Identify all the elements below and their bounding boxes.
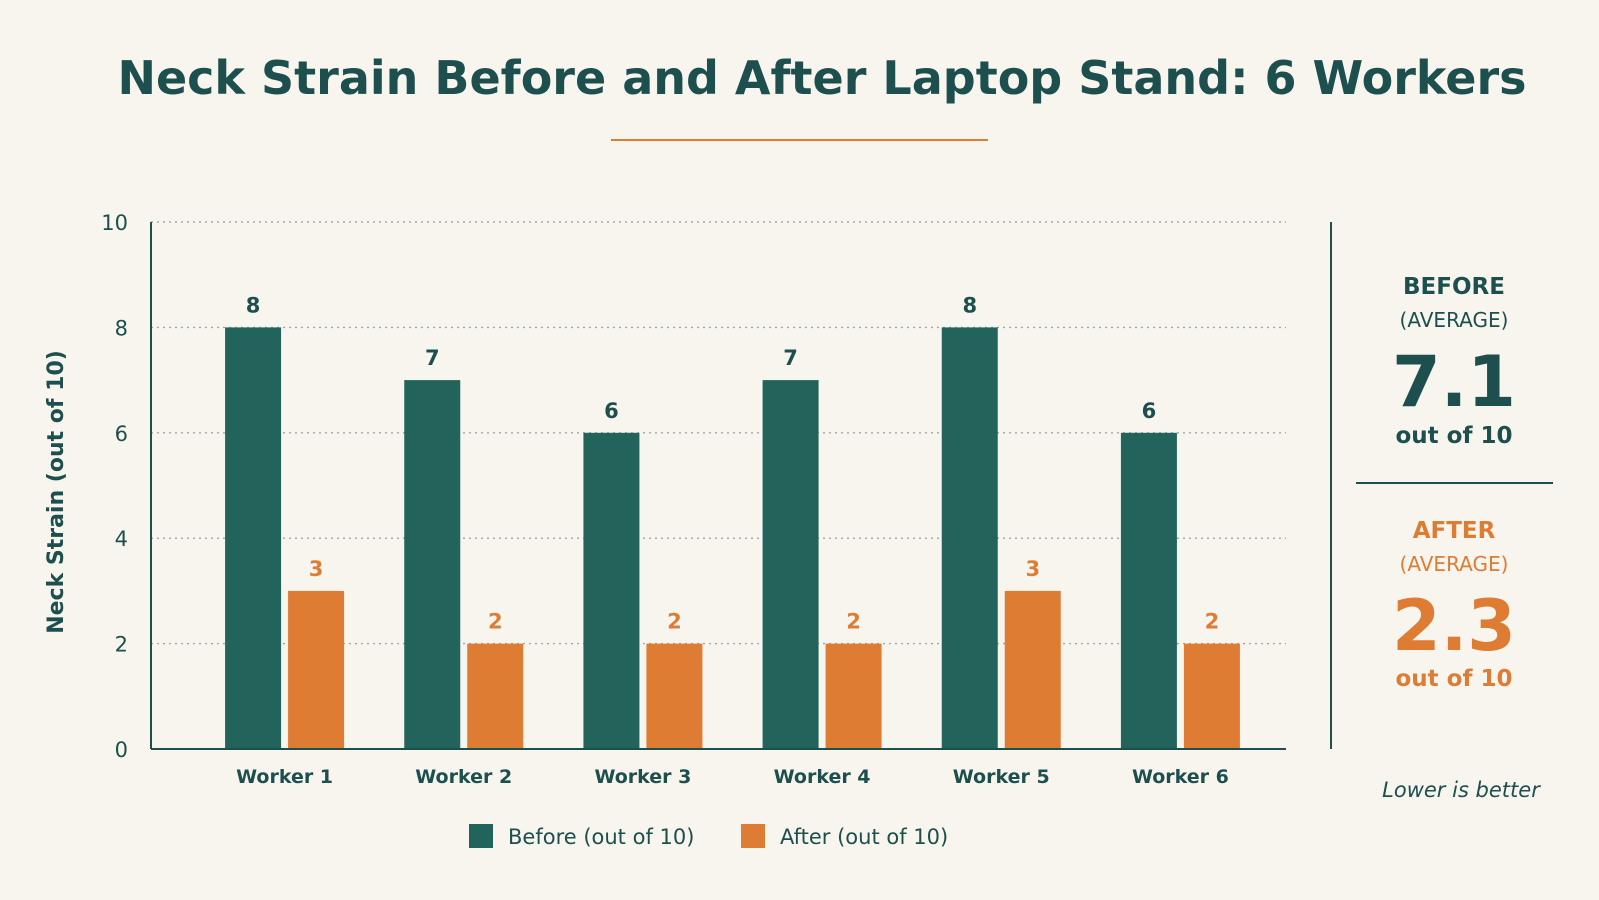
bar-value-before: 6 [604, 399, 619, 423]
x-tick-label: Worker 5 [953, 766, 1050, 788]
bar-after [825, 643, 882, 749]
x-tick-label: Worker 3 [594, 766, 691, 788]
bar-value-before: 8 [246, 293, 261, 317]
x-tick-label: Worker 2 [415, 766, 512, 788]
bar-before [941, 327, 998, 749]
x-tick-labels: Worker 1 Worker 2 Worker 3 Worker 4 Worker 5… [236, 766, 1229, 788]
summary-before: BEFORE (AVERAGE) 7.1 out of 10 [1392, 274, 1516, 449]
bar-before [583, 432, 640, 749]
x-tick-label: Worker 6 [1132, 766, 1229, 788]
x-tick-label: Worker 1 [236, 766, 333, 788]
summary-after: AFTER (AVERAGE) 2.3 out of 10 [1392, 518, 1516, 692]
y-tick-label: 4 [115, 527, 128, 551]
bar-value-after: 2 [846, 610, 861, 634]
y-tick-label: 2 [115, 633, 128, 657]
y-axis-label: Neck Strain (out of 10) [44, 350, 69, 634]
bar-value-before: 7 [783, 346, 798, 370]
chart-title: Neck Strain Before and After Laptop Stan… [117, 51, 1526, 105]
bar-value-after: 2 [488, 610, 503, 634]
bar-value-after: 2 [667, 610, 682, 634]
legend: Before (out of 10) After (out of 10) [469, 824, 948, 849]
summary-after-value: 2.3 [1392, 585, 1516, 667]
legend-swatch-before [469, 824, 493, 848]
y-tick-label: 6 [115, 422, 128, 446]
bar-after [1004, 590, 1061, 749]
bar-after [288, 590, 345, 749]
bar-value-after: 3 [309, 557, 324, 581]
y-tick-label: 10 [101, 211, 128, 235]
y-ticks: 0 2 4 6 8 10 [101, 211, 128, 762]
bar-before [404, 380, 461, 749]
bar-value-labels: 8 3 7 2 6 2 7 2 8 3 6 2 [246, 293, 1219, 633]
summary-before-sub: (AVERAGE) [1400, 308, 1509, 332]
x-tick-label: Worker 4 [774, 766, 871, 788]
summary-after-unit: out of 10 [1396, 666, 1513, 692]
summary-before-label: BEFORE [1403, 274, 1505, 300]
bar-value-after: 3 [1025, 557, 1040, 581]
bars [225, 327, 1240, 749]
y-tick-label: 0 [115, 738, 128, 762]
bar-value-before: 6 [1142, 399, 1157, 423]
legend-swatch-after [741, 824, 765, 848]
bar-before [1120, 432, 1177, 749]
summary-before-value: 7.1 [1392, 341, 1516, 423]
summary-after-label: AFTER [1413, 518, 1496, 544]
legend-label-before: Before (out of 10) [508, 825, 694, 849]
bar-after [1183, 643, 1240, 749]
bar-after [646, 643, 703, 749]
bar-value-after: 2 [1205, 610, 1220, 634]
bar-before [225, 327, 282, 749]
bar-after [467, 643, 524, 749]
bar-before [762, 380, 819, 749]
bar-value-before: 7 [425, 346, 440, 370]
summary-before-unit: out of 10 [1396, 423, 1513, 449]
legend-label-after: After (out of 10) [780, 825, 948, 849]
y-tick-label: 8 [115, 316, 128, 340]
summary-note: Lower is better [1382, 778, 1541, 802]
bar-value-before: 8 [962, 293, 977, 317]
summary-after-sub: (AVERAGE) [1400, 552, 1509, 576]
